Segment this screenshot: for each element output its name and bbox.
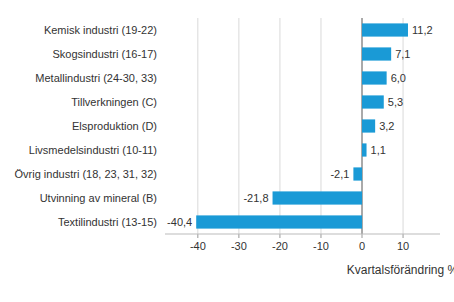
data-label: 5,3 xyxy=(388,96,403,108)
category-label: Utvinning av mineral (B) xyxy=(40,192,157,204)
data-label: 3,2 xyxy=(379,120,394,132)
category-label: Elsproduktion (D) xyxy=(72,120,157,132)
data-label: -2,1 xyxy=(330,168,349,180)
axis-line xyxy=(165,234,440,235)
data-label: 7,1 xyxy=(395,48,410,60)
bar xyxy=(353,167,362,180)
bar xyxy=(273,191,362,204)
data-label: 11,2 xyxy=(412,24,433,36)
category-label: Skogsindustri (16-17) xyxy=(52,48,157,60)
tick-mark xyxy=(279,234,280,238)
bar xyxy=(362,47,391,60)
data-label: 1,1 xyxy=(371,144,386,156)
tick-mark xyxy=(403,234,404,238)
data-label: -40,4 xyxy=(167,216,192,228)
bar xyxy=(362,95,384,108)
category-label: Tillverkningen (C) xyxy=(71,96,157,108)
axis-title: Kvartalsförändring % xyxy=(347,263,454,277)
category-label: Kemisk industri (19-22) xyxy=(44,24,157,36)
bars xyxy=(196,23,408,228)
bar xyxy=(362,119,375,132)
tick-label: 10 xyxy=(397,240,409,252)
tick-mark xyxy=(320,234,321,238)
category-label: Textilindustri (13-15) xyxy=(58,216,157,228)
category-label: Livsmedelsindustri (10-11) xyxy=(29,144,157,156)
bar xyxy=(362,143,367,156)
tick-mark xyxy=(362,234,363,238)
tick-mark xyxy=(238,234,239,238)
bar xyxy=(362,71,387,84)
tick-label: -10 xyxy=(313,240,329,252)
grid-line xyxy=(238,18,239,234)
bar xyxy=(362,23,408,36)
data-label: -21,8 xyxy=(243,192,268,204)
tick-label: 0 xyxy=(359,240,365,252)
tick-label: -20 xyxy=(272,240,288,252)
chart: -40 -30 -20 -10 0 10 Kemisk industri (19-22) 11… xyxy=(0,0,454,302)
category-label: Metallindustri (24-30, 33) xyxy=(35,72,157,84)
grid-line xyxy=(197,18,198,234)
tick-label: -40 xyxy=(190,240,206,252)
data-label: 6,0 xyxy=(391,72,406,84)
bar xyxy=(196,215,362,228)
tick-mark xyxy=(197,234,198,238)
tick-label: -30 xyxy=(231,240,247,252)
category-label: Övrig industri (18, 23, 31, 32) xyxy=(15,168,157,180)
